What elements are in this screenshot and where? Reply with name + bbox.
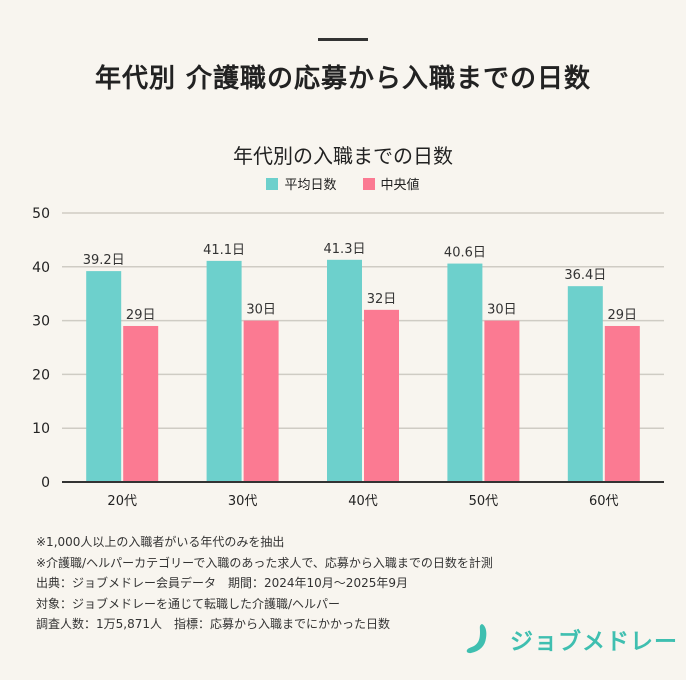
data-label: 41.1日 [203, 243, 245, 258]
bar-average [327, 259, 362, 482]
data-label: 40.6日 [444, 246, 486, 261]
bar-average [206, 260, 242, 482]
data-label: 32日 [367, 292, 397, 307]
chart-title: 年代別の入職までの日数 [233, 144, 453, 168]
legend-label-median: 中央値 [380, 178, 420, 193]
y-tick-label: 50 [32, 206, 50, 222]
data-label: 36.4日 [564, 268, 606, 283]
x-tick-label: 50代 [469, 494, 499, 509]
x-tick-label: 60代 [589, 494, 619, 509]
x-tick-label: 30代 [228, 494, 258, 509]
data-label: 30日 [487, 303, 517, 318]
chart-legend: 平均日数 中央値 [0, 174, 686, 193]
footnote-line: 出典：ジョブメドレー会員データ 期間：2024年10月～2025年9月 [36, 576, 408, 590]
y-tick-label: 30 [32, 314, 50, 330]
y-tick-label: 10 [32, 421, 50, 437]
y-tick-label: 40 [32, 260, 50, 276]
data-label: 29日 [126, 308, 156, 323]
bar-chart: 0 10 20 30 40 50 39.2日 29日 20代 41.1日 30日 30代 41.3日 32… [32, 206, 664, 509]
data-label: 41.3日 [324, 242, 366, 257]
legend-label-average: 平均日数 [284, 178, 337, 193]
legend-item-median: 中央値 [362, 174, 420, 193]
legend-swatch-median [362, 177, 375, 190]
bar-average [567, 286, 603, 482]
brand-logo: ジョブメドレー [462, 620, 678, 658]
footnote-line: ※介護職/ヘルパーカテゴリーで入職のあった求人で、応募から入職までの日数を計測 [36, 555, 493, 570]
title-accent-bar [318, 38, 368, 41]
x-tick-label: 20代 [107, 494, 137, 509]
logo-mark-icon [466, 624, 487, 654]
page-title: 年代別 介護職の応募から入職までの日数 [94, 64, 592, 94]
logo-text: ジョブメドレー [510, 629, 678, 655]
legend-item-average: 平均日数 [266, 174, 337, 193]
footnote-line: ※1,000人以上の入職者がいる年代のみを抽出 [36, 535, 285, 549]
legend-swatch-average [266, 177, 279, 190]
bar-median [364, 309, 399, 482]
bar-median [604, 325, 640, 482]
y-tick-label: 20 [32, 367, 50, 383]
bar-median [243, 320, 279, 482]
footnote-line: 対象：ジョブメドレーを通じて転職した介護職/ヘルパー [36, 596, 341, 611]
bar-average [447, 263, 483, 482]
bar-median [123, 325, 159, 482]
y-tick-label: 0 [41, 475, 50, 491]
footnote-line: 調査人数：1万5,871人 指標：応募から入職までにかかった日数 [36, 617, 390, 631]
data-label: 39.2日 [83, 253, 125, 268]
bar-median [484, 320, 520, 482]
data-label: 29日 [608, 308, 638, 323]
data-label: 30日 [246, 303, 276, 318]
footnotes: ※1,000人以上の入職者がいる年代のみを抽出 ※介護職/ヘルパーカテゴリーで入… [36, 532, 493, 635]
bar-average [86, 271, 122, 482]
x-tick-label: 40代 [348, 494, 378, 509]
